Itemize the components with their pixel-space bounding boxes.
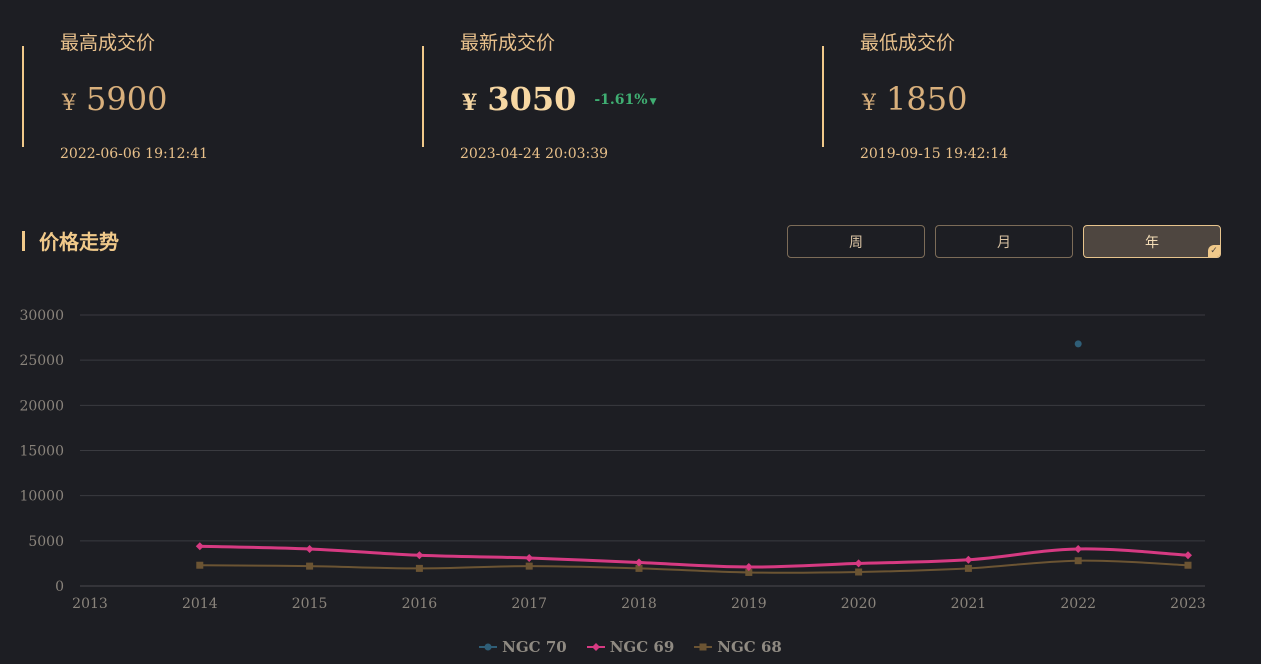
x-tick-label: 2018 xyxy=(621,596,657,612)
legend-item[interactable]: NGC 69 xyxy=(586,638,675,656)
price-value: 5900 xyxy=(86,80,168,118)
data-point xyxy=(525,553,534,562)
x-tick-label: 2013 xyxy=(72,596,108,612)
stat-label: 最高成交价 xyxy=(60,32,156,54)
triangle-down-icon: ▼ xyxy=(649,97,657,107)
data-point xyxy=(1074,557,1082,565)
x-tick-label: 2014 xyxy=(182,596,218,612)
stat-label: 最新成交价 xyxy=(460,32,556,54)
stat-date: 2022-06-06 19:12:41 xyxy=(60,146,209,162)
data-point xyxy=(964,564,972,572)
data-point xyxy=(744,563,753,572)
y-tick-label: 10000 xyxy=(19,489,64,505)
y-tick-label: 5000 xyxy=(28,534,64,550)
stat-price: ¥ 1850 xyxy=(862,80,967,118)
y-tick-label: 0 xyxy=(55,579,64,595)
currency-symbol: ¥ xyxy=(62,91,76,116)
period-button-year[interactable]: 年 ✓ xyxy=(1083,225,1221,258)
period-label: 月 xyxy=(997,234,1011,251)
x-tick-label: 2022 xyxy=(1060,596,1096,612)
x-tick-label: 2021 xyxy=(951,596,987,612)
legend-label: NGC 70 xyxy=(502,638,567,656)
series-line-ngc-69 xyxy=(199,544,1189,569)
period-button-month[interactable]: 月 xyxy=(935,225,1073,258)
data-point xyxy=(196,561,204,569)
y-tick-label: 20000 xyxy=(19,398,64,414)
data-point xyxy=(635,558,643,567)
legend-marker-icon xyxy=(586,643,605,651)
period-label: 年 xyxy=(1145,234,1159,251)
data-point xyxy=(1184,561,1192,569)
stat-highest-price: 最高成交价 ¥ 5900 2022-06-06 19:12:41 xyxy=(22,32,208,162)
check-icon: ✓ xyxy=(1208,245,1220,257)
section-title-text: 价格走势 xyxy=(39,230,119,254)
legend-label: NGC 69 xyxy=(609,638,675,656)
y-tick-label: 25000 xyxy=(19,353,64,369)
data-point xyxy=(525,562,533,570)
data-point xyxy=(1184,551,1192,560)
x-tick-label: 2020 xyxy=(841,596,877,612)
section-title: 价格走势 xyxy=(22,226,119,255)
y-tick-label: 30000 xyxy=(19,308,64,324)
legend-label: NGC 68 xyxy=(717,638,782,656)
stat-lowest-price: 最低成交价 ¥ 1850 2019-09-15 19:42:14 xyxy=(822,32,1008,162)
price-change-value: -1.61% xyxy=(594,92,648,108)
data-point xyxy=(1074,340,1082,348)
data-point xyxy=(415,564,423,572)
y-tick-label: 15000 xyxy=(19,444,64,460)
data-point xyxy=(306,562,314,570)
x-tick-label: 2015 xyxy=(292,596,328,612)
data-point xyxy=(635,564,643,572)
data-point xyxy=(964,555,973,564)
stat-date: 2023-04-24 20:03:39 xyxy=(460,146,609,162)
stat-price: ¥ 3050 -1.61% ▼ xyxy=(462,80,657,118)
legend-marker-icon xyxy=(694,643,713,651)
currency-symbol: ¥ xyxy=(462,90,478,116)
price-trend-chart: 0 5000 10000 15000 20000 25000 30000 2013 2014 20… xyxy=(19,308,1206,612)
price-value: 3050 xyxy=(487,80,577,118)
stat-label: 最低成交价 xyxy=(860,32,956,54)
data-point xyxy=(745,568,753,576)
legend-item[interactable]: NGC 70 xyxy=(479,638,567,656)
title-accent-bar xyxy=(22,230,25,251)
data-point xyxy=(1074,544,1083,553)
series-line-ngc-68 xyxy=(199,559,1189,574)
x-tick-label: 2019 xyxy=(731,596,767,612)
x-tick-label: 2023 xyxy=(1170,596,1206,612)
chart-legend: NGC 70 NGC 69 NGC 68 xyxy=(0,638,1261,656)
legend-marker-icon xyxy=(479,643,498,651)
stat-date: 2019-09-15 19:42:14 xyxy=(860,146,1009,162)
price-value: 1850 xyxy=(886,80,968,118)
x-tick-label: 2016 xyxy=(402,596,438,612)
data-point xyxy=(305,544,314,553)
x-tick-label: 2017 xyxy=(511,596,547,612)
price-change: -1.61% ▼ xyxy=(594,92,656,108)
data-point xyxy=(855,568,863,576)
period-label: 周 xyxy=(849,234,863,251)
data-point xyxy=(415,551,424,560)
period-button-week[interactable]: 周 xyxy=(787,225,925,258)
stat-price: ¥ 5900 xyxy=(62,80,167,118)
currency-symbol: ¥ xyxy=(862,91,876,116)
data-point xyxy=(854,559,863,568)
data-point xyxy=(195,542,204,551)
stat-latest-price: 最新成交价 ¥ 3050 -1.61% ▼ 2023-04-24 20:03:39 xyxy=(422,32,657,162)
legend-item[interactable]: NGC 68 xyxy=(694,638,782,656)
